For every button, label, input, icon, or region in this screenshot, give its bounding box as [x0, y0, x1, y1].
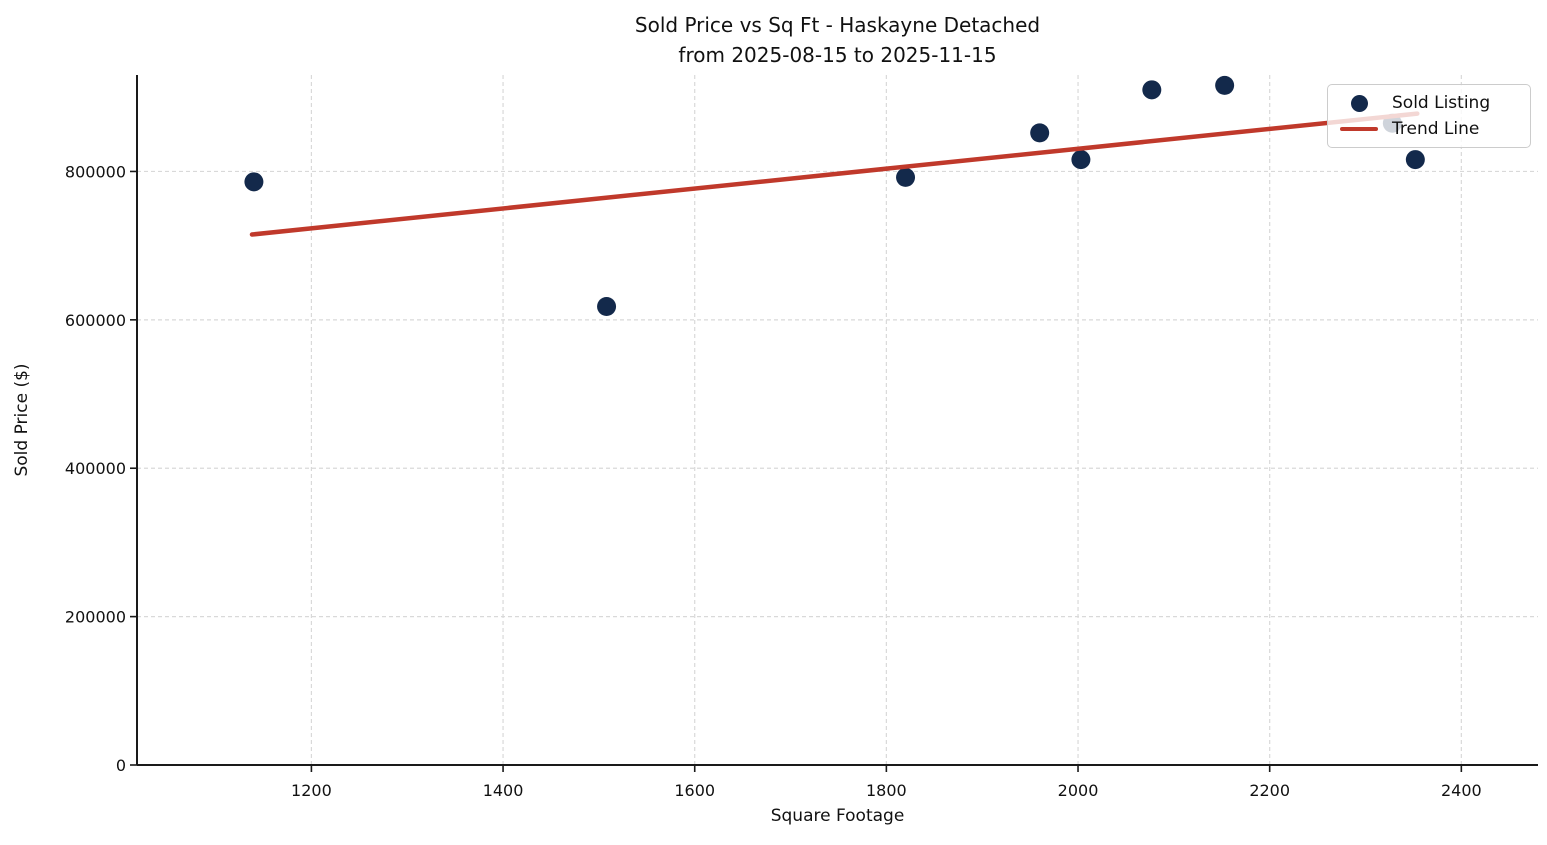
- x-tick-label-1200: 1200: [291, 781, 332, 800]
- chart-title: Sold Price vs Sq Ft - Haskayne Detached …: [137, 10, 1538, 70]
- data-point-5: [1142, 80, 1162, 100]
- legend-swatch-wrap: [1338, 94, 1380, 112]
- data-point-2: [896, 167, 916, 187]
- data-point-8: [1405, 150, 1425, 170]
- chart-title-line2: from 2025-08-15 to 2025-11-15: [678, 43, 997, 67]
- x-tick-label-2000: 2000: [1058, 781, 1099, 800]
- x-tick-label-1400: 1400: [483, 781, 524, 800]
- y-tick-label-800000: 800000: [65, 162, 126, 181]
- x-tick-label-1600: 1600: [674, 781, 715, 800]
- legend-item-trend-line: Trend Line: [1338, 116, 1520, 142]
- x-tick-label-2200: 2200: [1249, 781, 1290, 800]
- legend-swatch-wrap: [1338, 127, 1380, 131]
- legend: Sold Listing Trend Line: [1327, 84, 1531, 148]
- legend-label-trend-line: Trend Line: [1392, 119, 1480, 139]
- y-axis-label: Sold Price ($): [12, 363, 32, 477]
- y-tick-label-400000: 400000: [65, 459, 126, 478]
- data-point-1: [597, 296, 617, 316]
- y-tick-label-200000: 200000: [65, 608, 126, 627]
- trend-line-swatch-icon: [1340, 127, 1378, 131]
- chart-title-line1: Sold Price vs Sq Ft - Haskayne Detached: [634, 13, 1041, 37]
- y-tick-label-600000: 600000: [65, 311, 126, 330]
- data-point-4: [1071, 150, 1091, 170]
- data-point-3: [1030, 123, 1050, 143]
- legend-item-sold-listing: Sold Listing: [1338, 90, 1520, 116]
- y-tick-label-0: 0: [116, 756, 126, 775]
- data-point-0: [244, 172, 264, 192]
- x-tick-label-1800: 1800: [866, 781, 907, 800]
- data-point-6: [1215, 75, 1235, 95]
- x-tick-label-2400: 2400: [1441, 781, 1482, 800]
- trend-line: [249, 111, 1420, 237]
- x-axis-label: Square Footage: [770, 806, 905, 826]
- sold-listing-marker-icon: [1350, 94, 1368, 112]
- legend-label-sold-listing: Sold Listing: [1392, 93, 1491, 113]
